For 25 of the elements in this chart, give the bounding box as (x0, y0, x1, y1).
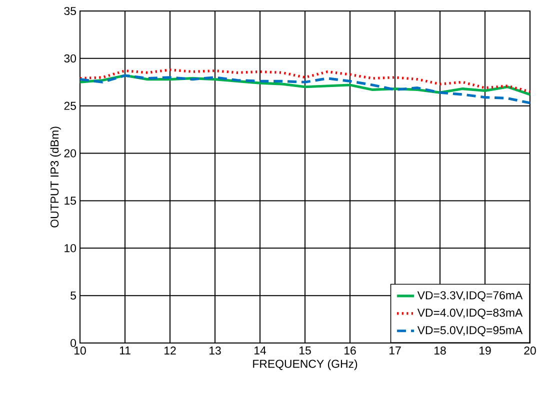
y-tick-label: 30 (64, 54, 76, 62)
y-tick-label: 25 (64, 102, 76, 110)
y-tick-label: 15 (64, 196, 76, 205)
y-tick-label: 20 (64, 149, 76, 158)
x-tick-label: 15 (300, 346, 311, 355)
x-tick-label: 20 (524, 346, 536, 355)
x-tick-label: 12 (164, 346, 176, 355)
line-series (80, 74, 530, 104)
legend-label: VD=3.3V,IDQ=76mA (417, 291, 523, 302)
y-tick-label: 5 (70, 292, 76, 300)
legend-label: VD=5.0V,IDQ=95mA (417, 326, 523, 336)
x-tick-label: 19 (480, 346, 491, 355)
x-axis-title: FREQUENCY (GHz) (253, 359, 358, 370)
x-tick-label: 13 (210, 346, 221, 355)
y-tick-label: 10 (64, 244, 76, 252)
y-axis-title: OUTPUT IP3 (dBm) (50, 126, 61, 228)
y-tick-label: 35 (64, 6, 76, 16)
y-tick-label: 0 (70, 338, 76, 348)
line-series (80, 68, 530, 93)
legend-label: VD=4.0V,IDQ=83mA (417, 308, 523, 319)
x-tick-label: 11 (120, 346, 130, 354)
x-tick-label: 18 (434, 346, 446, 355)
x-tick-label: 14 (254, 346, 266, 354)
x-tick-label: 16 (344, 346, 356, 355)
x-tick-label: 17 (390, 346, 401, 354)
